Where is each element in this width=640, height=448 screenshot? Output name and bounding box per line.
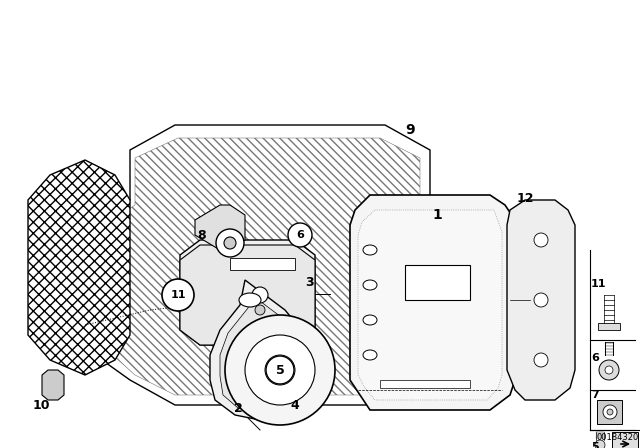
- Circle shape: [603, 405, 617, 419]
- Polygon shape: [405, 265, 470, 300]
- Polygon shape: [210, 280, 320, 420]
- Circle shape: [266, 356, 294, 384]
- Polygon shape: [507, 200, 575, 400]
- Circle shape: [252, 287, 268, 303]
- Circle shape: [216, 229, 244, 257]
- Ellipse shape: [363, 315, 377, 325]
- Text: 4: 4: [291, 399, 300, 412]
- Text: 2: 2: [234, 401, 243, 414]
- Ellipse shape: [363, 245, 377, 255]
- Text: 00184320: 00184320: [597, 432, 639, 441]
- Text: 6: 6: [296, 230, 304, 240]
- Text: 5: 5: [591, 442, 598, 448]
- Ellipse shape: [225, 315, 335, 425]
- Polygon shape: [358, 210, 502, 400]
- Text: 7: 7: [591, 390, 599, 400]
- Polygon shape: [598, 323, 620, 330]
- Polygon shape: [220, 295, 312, 413]
- Polygon shape: [195, 205, 245, 250]
- Polygon shape: [260, 385, 310, 418]
- Circle shape: [255, 305, 265, 315]
- Text: 12: 12: [516, 191, 534, 204]
- Circle shape: [162, 279, 194, 311]
- Text: 11: 11: [591, 279, 607, 289]
- Circle shape: [534, 233, 548, 247]
- Polygon shape: [105, 138, 420, 395]
- Text: 8: 8: [198, 228, 206, 241]
- Circle shape: [224, 237, 236, 249]
- Polygon shape: [180, 240, 315, 345]
- Ellipse shape: [245, 335, 315, 405]
- Circle shape: [605, 366, 613, 374]
- Text: 10: 10: [32, 399, 50, 412]
- Polygon shape: [180, 245, 315, 345]
- Polygon shape: [612, 432, 638, 448]
- Polygon shape: [28, 160, 130, 375]
- Polygon shape: [350, 195, 515, 410]
- Polygon shape: [230, 258, 295, 270]
- Polygon shape: [42, 370, 64, 400]
- Text: 1: 1: [432, 208, 442, 222]
- Circle shape: [288, 223, 312, 247]
- Ellipse shape: [239, 293, 261, 307]
- Polygon shape: [597, 400, 622, 424]
- Ellipse shape: [363, 350, 377, 360]
- Circle shape: [534, 293, 548, 307]
- Text: 5: 5: [276, 363, 284, 376]
- Text: 3: 3: [306, 276, 314, 289]
- Text: 9: 9: [405, 123, 415, 137]
- Polygon shape: [380, 380, 470, 388]
- Circle shape: [607, 409, 613, 415]
- Circle shape: [534, 353, 548, 367]
- Ellipse shape: [265, 355, 295, 385]
- Polygon shape: [95, 125, 430, 405]
- Circle shape: [599, 360, 619, 380]
- Ellipse shape: [363, 280, 377, 290]
- Circle shape: [595, 440, 605, 448]
- Text: 6: 6: [591, 353, 599, 363]
- Text: 11: 11: [170, 290, 186, 300]
